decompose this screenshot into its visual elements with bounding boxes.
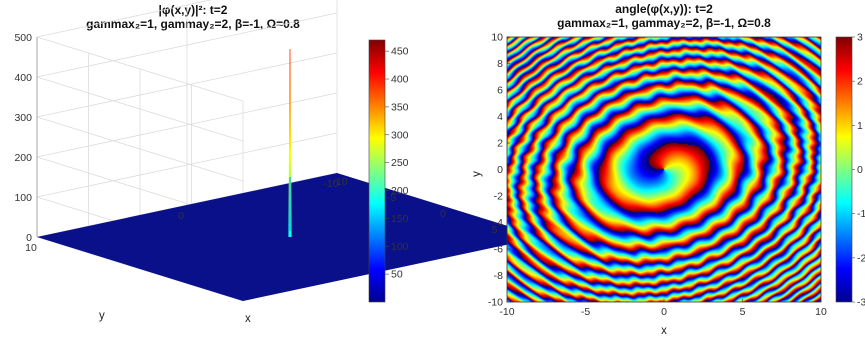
peak-spike — [288, 49, 292, 237]
phase-title-line1: angle(φ(x,y)): t=2 — [615, 2, 713, 16]
colorbar-tick-label: 350 — [391, 101, 409, 113]
phase-plot: angle(φ(x,y)): t=2 gammax₂=1, gammay₂=2,… — [471, 2, 865, 337]
colorbar-tick-label: -2 — [857, 252, 865, 264]
y-tick-label: -4 — [494, 217, 503, 229]
colorbar-tick-label: 1 — [857, 120, 863, 132]
surface-plot: |φ(x,y)|²: t=2 gammax₂=1, gammay₂=2, β=-… — [14, 0, 552, 325]
phase-ylabel: y — [471, 171, 483, 177]
surface-title-line1: |φ(x,y)|²: t=2 — [159, 3, 228, 17]
x-tick-label: 0 — [440, 208, 446, 220]
z-tick-label: 100 — [14, 192, 32, 204]
surface-colorbar-ticks: 50 100 150 200 250 300 350 400 450 — [385, 46, 409, 281]
colorbar-tick-label: 200 — [391, 185, 409, 197]
phase-xlabel: x — [661, 325, 667, 337]
surface-xlabel: x — [245, 313, 251, 325]
colorbar-tick-label: 400 — [391, 74, 409, 86]
colorbar-tick-label: 450 — [391, 46, 409, 58]
colorbar-tick-label: 250 — [391, 157, 409, 169]
surface-peak — [288, 49, 292, 237]
y-tick-label: 6 — [497, 85, 503, 97]
phase-colorbar — [835, 36, 853, 303]
y-tick-label: 10 — [25, 242, 37, 254]
colorbar-tick-label: -1 — [857, 208, 865, 220]
z-tick-label: 200 — [14, 152, 32, 164]
x-tick-label: 0 — [661, 306, 667, 318]
y-tick-label: -8 — [494, 270, 503, 282]
z-tick-label: 0 — [26, 232, 32, 244]
phase-ticks: -10 -5 0 5 10 10 8 6 4 2 0 -2 -4 -6 -8 -10 — [488, 32, 827, 319]
y-tick-label: 2 — [497, 138, 503, 150]
colorbar-tick-label: -3 — [857, 297, 865, 309]
colorbar-tick-label: 300 — [391, 129, 409, 141]
x-tick-label: -5 — [387, 192, 396, 204]
y-tick-label: -10 — [488, 297, 503, 309]
y-tick-label: 8 — [497, 58, 503, 70]
z-tick-label: 300 — [14, 112, 32, 124]
phase-heatmap-image — [507, 37, 821, 302]
phase-title-line2: gammax₂=1, gammay₂=2, β=-1, Ω=0.8 — [557, 16, 771, 30]
x-tick-label: 5 — [740, 306, 746, 318]
x-tick-label: -10 — [332, 176, 347, 188]
x-tick-label: -10 — [499, 306, 514, 318]
y-tick-label: -10 — [323, 178, 338, 190]
surface-ylabel: y — [99, 310, 105, 322]
y-tick-label: 0 — [497, 164, 503, 176]
x-tick-label: 10 — [815, 306, 827, 318]
surface-colorbar — [368, 39, 386, 303]
y-tick-label: -6 — [494, 244, 503, 256]
y-tick-label: 4 — [497, 111, 503, 123]
y-tick-label: -2 — [494, 191, 503, 203]
x-tick-label: -5 — [581, 306, 590, 318]
z-tick-label: 500 — [14, 32, 32, 44]
z-tick-label: 400 — [14, 72, 32, 84]
y-tick-label: 0 — [178, 210, 184, 222]
colorbar-tick-label: 50 — [391, 269, 403, 281]
colorbar-tick-label: 150 — [391, 213, 409, 225]
surface-title-line2: gammax₂=1, gammay₂=2, β=-1, Ω=0.8 — [86, 17, 300, 31]
phase-colorbar-ticks: 3 2 1 0 -1 -2 -3 — [852, 32, 865, 309]
y-tick-label: 10 — [491, 32, 503, 44]
colorbar-tick-label: 2 — [857, 76, 863, 88]
colorbar-tick-label: 0 — [857, 164, 863, 176]
x-tick-label: 5 — [492, 224, 498, 236]
colorbar-tick-label: 100 — [391, 241, 409, 253]
colorbar-tick-label: 3 — [857, 32, 863, 44]
